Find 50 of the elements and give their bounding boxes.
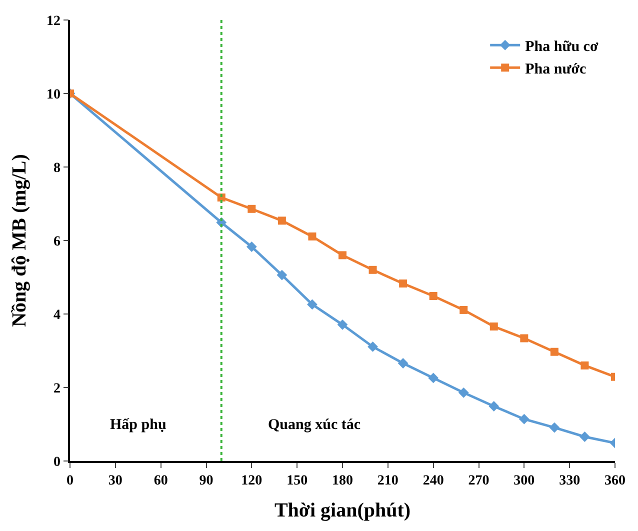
point [580, 432, 590, 442]
point [580, 361, 589, 370]
y-tick-label: 12 [46, 14, 60, 29]
point [368, 266, 377, 274]
legend-label: Pha hữu cơ [525, 38, 599, 55]
x-tick-label: 180 [332, 474, 353, 489]
point [399, 280, 408, 288]
point [278, 216, 286, 225]
y-tick-label: 2 [53, 381, 60, 396]
x-tick-label: 360 [604, 474, 626, 489]
point [549, 422, 560, 433]
point [490, 322, 498, 330]
point [338, 251, 346, 260]
x-tick-label: 210 [377, 474, 398, 489]
point [308, 232, 316, 240]
y-tick-label: 10 [46, 87, 60, 102]
x-tick-label: 0 [66, 474, 74, 489]
x-tick-label: 300 [514, 474, 535, 489]
annotation: Hấp phụ [110, 417, 166, 433]
point [429, 292, 438, 300]
point [428, 372, 439, 384]
x-tick-label: 60 [154, 474, 168, 489]
point [550, 348, 558, 356]
point [398, 358, 408, 368]
y-tick-label: 0 [53, 454, 60, 470]
x-tick-label: 120 [241, 474, 262, 489]
x-axis-title: Thời gian(phút) [274, 500, 411, 522]
point [458, 387, 469, 398]
legend-label: Pha nước [525, 61, 587, 78]
x-tick-label: 90 [199, 474, 214, 489]
y-axis-title: Nồng độ MB (mg/L) [8, 154, 30, 327]
x-tick-label: 240 [422, 474, 444, 489]
x-tick-label: 30 [108, 474, 122, 489]
point [520, 334, 528, 342]
x-tick-label: 150 [286, 474, 308, 489]
y-tick-label: 8 [53, 160, 60, 176]
point [488, 401, 500, 412]
point [337, 319, 348, 330]
point [248, 204, 256, 213]
y-tick-label: 4 [53, 308, 60, 323]
point [276, 270, 288, 280]
point [518, 414, 530, 424]
point [460, 306, 468, 314]
point [307, 299, 318, 310]
x-tick-label: 270 [468, 474, 490, 489]
point [368, 342, 378, 352]
point [246, 242, 257, 252]
y-tick-label: 6 [53, 234, 60, 250]
x-tick-label: 330 [559, 474, 580, 489]
annotation: Quang xúc tác [268, 417, 361, 433]
